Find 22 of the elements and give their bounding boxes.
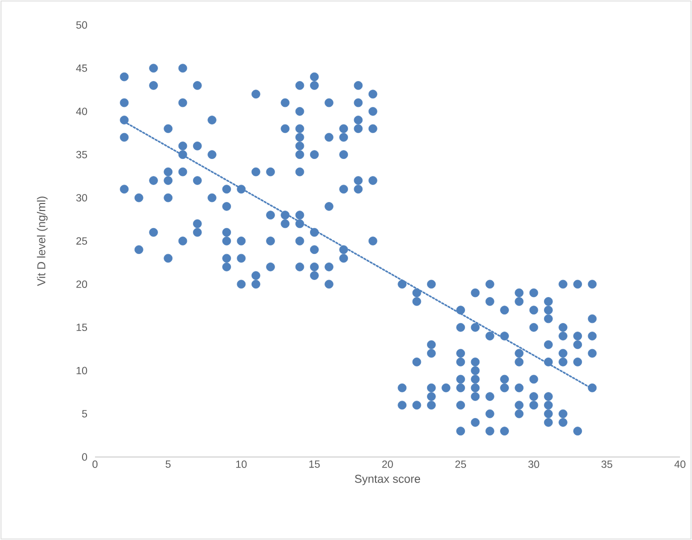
y-tick-label: 40	[76, 108, 88, 116]
y-tick-label: 25	[76, 237, 88, 245]
x-tick-label: 0	[92, 460, 98, 468]
x-tick-label: 5	[166, 460, 171, 468]
x-tick-label: 20	[382, 460, 393, 468]
y-tick-label: 5	[82, 410, 88, 418]
y-tick-label: 15	[76, 324, 88, 332]
y-tick-label: 30	[76, 194, 88, 202]
x-tick-label: 10	[236, 460, 247, 468]
y-tick-label: 50	[76, 21, 88, 29]
x-tick-label: 35	[601, 460, 612, 468]
y-tick-label: 10	[76, 366, 88, 374]
y-tick-label: 35	[76, 150, 88, 158]
x-tick-label: 30	[528, 460, 540, 468]
y-tick-label: 0	[82, 453, 88, 461]
y-tick-label: 20	[76, 280, 88, 288]
x-tick-label: 15	[309, 460, 320, 468]
y-tick-label: 45	[76, 64, 88, 72]
y-axis-title: Vit D level (ng/ml)	[36, 196, 48, 286]
x-tick-label: 40	[674, 460, 686, 468]
x-tick-label: 25	[455, 460, 466, 468]
x-axis-title: Syntax score	[354, 474, 420, 486]
